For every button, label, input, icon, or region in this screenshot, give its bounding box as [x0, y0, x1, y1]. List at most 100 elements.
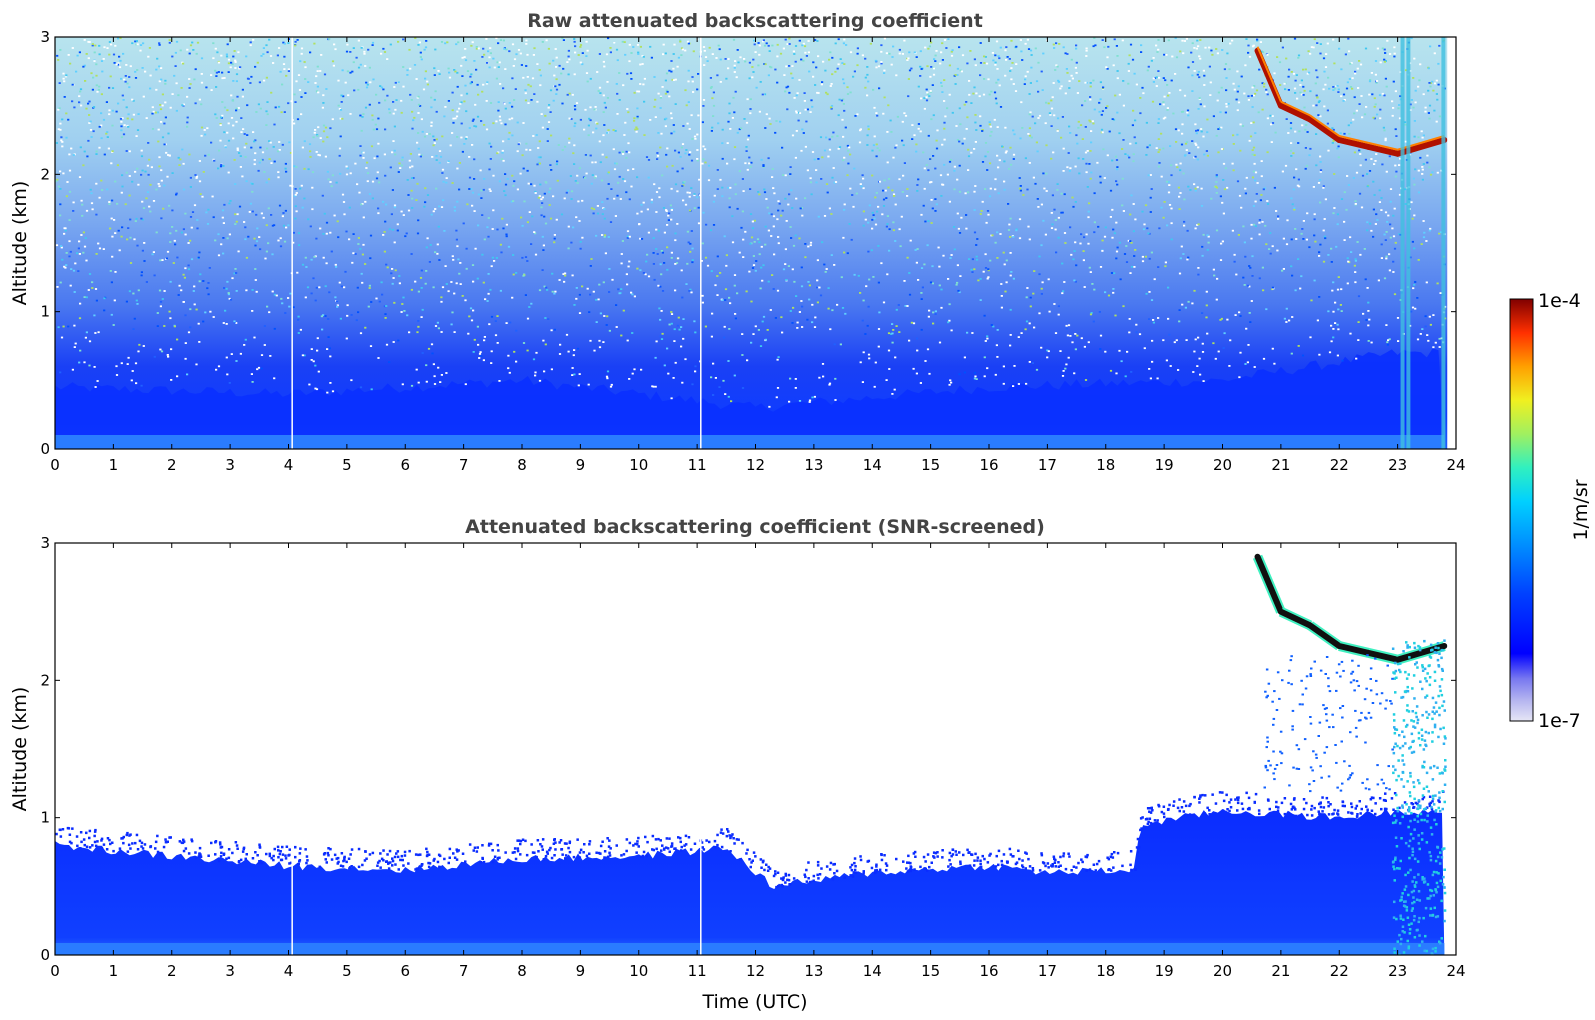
raw-noise-pixel	[689, 242, 692, 245]
raw-noise-pixel	[70, 147, 73, 150]
raw-noise-pixel	[788, 43, 791, 45]
raw-noise-pixel	[1357, 87, 1360, 89]
raw-noise-pixel	[547, 121, 551, 123]
raw-noise-pixel	[192, 49, 195, 51]
raw-noise-pixel	[765, 42, 768, 45]
raw-noise-pixel	[805, 120, 808, 123]
raw-noise-pixel	[887, 186, 890, 189]
raw-noise-pixel	[865, 285, 868, 288]
raw-noise-pixel	[1373, 194, 1376, 196]
raw-noise-pixel	[1054, 228, 1057, 231]
raw-noise-pixel	[59, 128, 62, 131]
raw-noise-pixel	[965, 227, 968, 230]
raw-noise-pixel	[234, 59, 237, 62]
raw-noise-pixel	[716, 169, 719, 171]
raw-noise-pixel	[1029, 296, 1032, 299]
raw-noise-pixel	[177, 94, 180, 97]
raw-noise-pixel	[815, 169, 818, 171]
raw-noise-pixel	[1012, 158, 1015, 160]
raw-noise-pixel	[681, 296, 684, 299]
raw-noise-pixel	[501, 149, 504, 152]
raw-noise-pixel	[637, 51, 640, 54]
raw-noise-pixel	[1287, 75, 1290, 78]
raw-noise-pixel	[742, 190, 745, 192]
raw-noise-pixel	[1313, 218, 1316, 221]
raw-noise-pixel	[283, 68, 286, 70]
raw-noise-pixel	[441, 286, 445, 289]
raw-noise-pixel	[1025, 296, 1028, 299]
x-tick-label: 7	[459, 456, 469, 474]
raw-noise-pixel	[1291, 274, 1294, 277]
raw-noise-pixel	[1366, 287, 1369, 289]
raw-noise-pixel	[645, 260, 648, 263]
raw-noise-pixel	[1333, 173, 1336, 175]
raw-noise-pixel	[1203, 105, 1206, 108]
raw-noise-pixel	[643, 77, 646, 80]
raw-noise-pixel	[1309, 147, 1312, 150]
raw-noise-pixel	[448, 76, 452, 79]
raw-noise-pixel	[452, 117, 455, 120]
raw-noise-pixel	[1319, 43, 1322, 45]
raw-noise-pixel	[331, 60, 335, 63]
raw-noise-pixel	[620, 288, 623, 290]
raw-cloud-edge	[1280, 100, 1311, 117]
raw-noise-pixel	[751, 227, 755, 230]
raw-noise-pixel	[1201, 312, 1204, 314]
raw-noise-pixel	[975, 244, 978, 246]
raw-noise-pixel	[1015, 63, 1018, 65]
raw-noise-pixel	[656, 158, 659, 160]
raw-noise-pixel	[671, 78, 674, 81]
raw-noise-pixel	[1290, 155, 1293, 157]
raw-noise-pixel	[791, 65, 794, 67]
raw-noise-pixel	[859, 292, 862, 294]
raw-noise-pixel	[574, 122, 577, 125]
raw-noise-pixel	[1059, 87, 1062, 90]
raw-noise-pixel	[616, 194, 619, 197]
raw-noise-pixel	[776, 218, 779, 221]
raw-noise-pixel	[848, 146, 851, 149]
raw-noise-pixel	[406, 314, 409, 317]
raw-noise-pixel	[63, 80, 66, 83]
raw-noise-pixel	[983, 62, 986, 64]
raw-noise-pixel	[1372, 180, 1375, 183]
raw-noise-pixel	[132, 328, 135, 330]
raw-noise-pixel	[553, 328, 556, 331]
raw-noise-pixel	[1202, 380, 1205, 382]
raw-noise-pixel	[118, 249, 121, 252]
raw-noise-pixel	[132, 99, 135, 102]
raw-noise-pixel	[114, 180, 117, 183]
raw-noise-pixel	[1042, 172, 1045, 175]
raw-noise-pixel	[929, 75, 932, 78]
raw-noise-pixel	[1102, 86, 1105, 89]
raw-noise-pixel	[930, 181, 933, 183]
raw-noise-pixel	[1142, 92, 1145, 95]
raw-noise-pixel	[137, 113, 140, 115]
raw-noise-pixel	[236, 213, 239, 216]
raw-noise-pixel	[803, 92, 806, 94]
raw-noise-pixel	[267, 242, 270, 245]
raw-noise-pixel	[56, 54, 59, 57]
raw-noise-pixel	[1302, 238, 1305, 240]
raw-noise-pixel	[1055, 42, 1058, 45]
raw-noise-pixel	[60, 136, 63, 139]
raw-noise-pixel	[1018, 218, 1022, 221]
raw-noise-pixel	[1030, 136, 1033, 139]
raw-noise-pixel	[606, 377, 609, 380]
raw-noise-pixel	[513, 99, 516, 101]
raw-noise-pixel	[928, 95, 931, 97]
raw-noise-pixel	[1040, 287, 1043, 290]
raw-noise-pixel	[1302, 94, 1305, 96]
raw-noise-pixel	[898, 52, 901, 55]
raw-noise-pixel	[96, 380, 99, 382]
raw-noise-pixel	[1177, 186, 1180, 189]
raw-noise-pixel	[1106, 154, 1109, 157]
raw-noise-pixel	[456, 71, 459, 74]
raw-noise-pixel	[511, 77, 514, 80]
raw-noise-pixel	[1170, 222, 1173, 225]
raw-noise-pixel	[471, 191, 475, 194]
raw-noise-pixel	[338, 108, 341, 110]
raw-noise-pixel	[166, 354, 169, 356]
raw-noise-pixel	[967, 155, 971, 158]
raw-noise-pixel	[1393, 46, 1396, 49]
raw-noise-pixel	[642, 55, 645, 58]
